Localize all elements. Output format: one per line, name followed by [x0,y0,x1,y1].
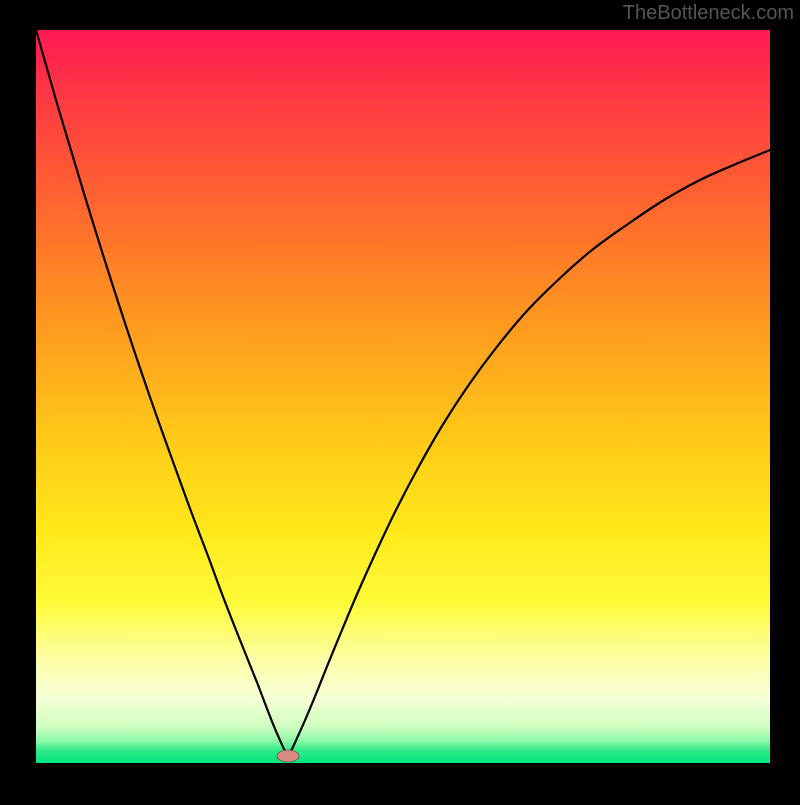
min-marker [277,750,299,762]
bottleneck-chart [0,0,800,805]
chart-svg [0,0,800,800]
watermark-text: TheBottleneck.com [623,2,794,25]
gradient-background [36,30,770,763]
